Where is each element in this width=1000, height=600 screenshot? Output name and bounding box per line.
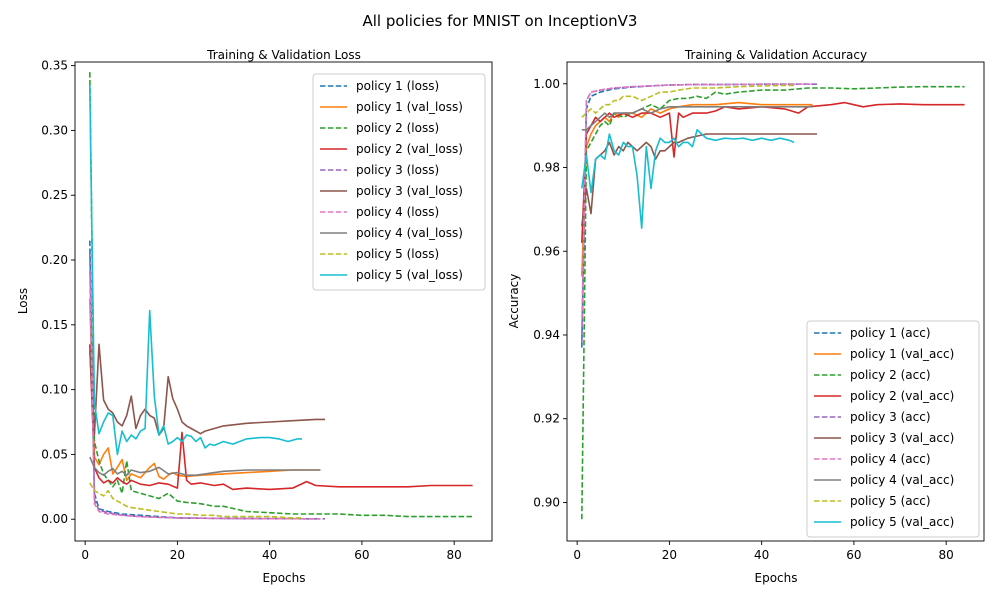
accuracy-chart-lines xyxy=(581,83,965,520)
loss-chart-legend: policy 1 (loss) policy 1 (val_loss)policy… xyxy=(312,73,486,291)
loss-chart-xlabel: Epochs xyxy=(263,571,306,585)
accuracy-chart-series-2 xyxy=(581,101,813,277)
loss-chart-series-4 xyxy=(89,344,473,491)
accuracy-chart-series-7 xyxy=(581,83,813,327)
loss-chart-series-7 xyxy=(89,272,321,520)
loss-chart-ytick-label: 0.25 xyxy=(41,188,68,202)
accuracy-chart-legend: policy 1 (acc) policy 1 (val_acc)policy 2… xyxy=(806,320,980,538)
accuracy-chart-series-9 xyxy=(581,84,794,118)
loss-chart-legend-label: policy 4 (loss) xyxy=(356,205,439,219)
loss-chart-legend-label: policy 1 (val_loss) xyxy=(356,100,463,114)
accuracy-chart-legend-label: policy 2 (acc) xyxy=(850,368,931,382)
loss-chart-ytick-label: 0.05 xyxy=(41,447,68,461)
accuracy-chart-title: Training & Validation Accuracy xyxy=(684,48,867,62)
loss-chart-series-9 xyxy=(89,482,302,519)
loss-chart-ytick-label: 0.35 xyxy=(41,59,68,73)
accuracy-chart-ytick-label: 0.92 xyxy=(533,412,560,426)
accuracy-chart-ticks: 0 20 40 60 80 0.90 0.92 0.94 0.96 0.98 1.00 xyxy=(533,77,954,562)
loss-chart-legend-label: policy 4 (val_loss) xyxy=(356,226,463,240)
accuracy-chart: Training & Validation Accuracy 0 20 40 60 80… xyxy=(507,48,985,585)
accuracy-chart-ytick-label: 0.94 xyxy=(533,328,560,342)
accuracy-chart-ytick-label: 0.98 xyxy=(533,161,560,175)
loss-chart-ytick-label: 0.30 xyxy=(41,123,68,137)
accuracy-chart-legend-label: policy 4 (val_acc) xyxy=(850,473,954,487)
accuracy-chart-series-6 xyxy=(581,133,817,227)
accuracy-chart-xtick-label: 0 xyxy=(573,548,581,562)
loss-chart-ytick-label: 0.00 xyxy=(41,512,68,526)
accuracy-chart-frame xyxy=(566,61,985,542)
accuracy-chart-series-10 xyxy=(581,129,795,229)
accuracy-chart-legend-label: policy 5 (val_acc) xyxy=(850,515,954,529)
loss-chart-lines xyxy=(89,72,473,520)
loss-chart-series-2 xyxy=(89,298,321,482)
accuracy-chart-xtick-label: 40 xyxy=(754,548,769,562)
accuracy-chart-series-3 xyxy=(581,85,965,520)
accuracy-chart-xtick-label: 20 xyxy=(662,548,677,562)
accuracy-chart-legend-label: policy 1 (acc) xyxy=(850,326,931,340)
figure-suptitle: All policies for MNIST on InceptionV3 xyxy=(363,12,638,30)
loss-chart-legend-label: policy 3 (val_loss) xyxy=(356,184,463,198)
loss-chart-series-3 xyxy=(89,72,473,518)
accuracy-chart-legend-label: policy 3 (acc) xyxy=(850,410,931,424)
accuracy-chart-legend-label: policy 4 (acc) xyxy=(850,452,931,466)
loss-chart-ylabel: Loss xyxy=(16,288,30,314)
loss-chart-xtick-label: 40 xyxy=(262,548,277,562)
loss-chart-legend-label: policy 1 (loss) xyxy=(356,79,439,93)
loss-chart-legend-label: policy 3 (loss) xyxy=(356,163,439,177)
accuracy-chart-ytick-label: 0.90 xyxy=(533,495,560,509)
loss-chart-legend-label: policy 2 (val_loss) xyxy=(356,142,463,156)
loss-chart-title: Training & Validation Loss xyxy=(206,48,361,62)
loss-chart-legend-label: policy 5 (val_loss) xyxy=(356,268,463,282)
accuracy-chart-xlabel: Epochs xyxy=(755,571,798,585)
accuracy-chart-ytick-label: 1.00 xyxy=(533,77,560,91)
accuracy-chart-legend-label: policy 3 (val_acc) xyxy=(850,431,954,445)
loss-chart-xtick-label: 0 xyxy=(81,548,89,562)
accuracy-chart-series-5 xyxy=(581,83,817,344)
accuracy-chart-legend-label: policy 5 (acc) xyxy=(850,494,931,508)
accuracy-chart-series-1 xyxy=(581,83,813,348)
loss-chart-legend-box xyxy=(312,73,486,291)
accuracy-chart-ylabel: Accuracy xyxy=(507,274,521,329)
loss-chart-legend-label: policy 2 (loss) xyxy=(356,121,439,135)
loss-chart-legend-label: policy 5 (loss) xyxy=(356,247,439,261)
loss-chart-series-8 xyxy=(89,456,321,477)
loss-chart-ticks: 0 20 40 60 80 0.00 0.05 0.10 0.15 0.20 0.25 0.30 0.3… xyxy=(41,59,462,562)
accuracy-chart-series-4 xyxy=(581,101,965,243)
loss-chart-ytick-label: 0.10 xyxy=(41,383,68,397)
accuracy-chart-ytick-label: 0.96 xyxy=(533,244,560,258)
loss-chart-ytick-label: 0.15 xyxy=(41,318,68,332)
loss-chart-ytick-label: 0.20 xyxy=(41,253,68,267)
accuracy-chart-legend-label: policy 1 (val_acc) xyxy=(850,347,954,361)
accuracy-chart-series-8 xyxy=(581,106,813,131)
loss-chart: Training & Validation Loss 0 20 40 60 80 0.00… xyxy=(16,48,493,585)
loss-chart-xtick-label: 20 xyxy=(170,548,185,562)
accuracy-chart-legend-box xyxy=(806,320,980,538)
loss-chart-series-10 xyxy=(89,85,302,456)
accuracy-chart-xtick-label: 80 xyxy=(939,548,954,562)
accuracy-chart-legend-label: policy 2 (val_acc) xyxy=(850,389,954,403)
loss-chart-xtick-label: 80 xyxy=(447,548,462,562)
loss-chart-series-1 xyxy=(89,240,321,520)
accuracy-chart-xtick-label: 60 xyxy=(846,548,861,562)
loss-chart-frame xyxy=(74,61,493,542)
loss-chart-series-5 xyxy=(89,253,326,520)
loss-chart-series-6 xyxy=(89,343,325,436)
loss-chart-xtick-label: 60 xyxy=(354,548,369,562)
